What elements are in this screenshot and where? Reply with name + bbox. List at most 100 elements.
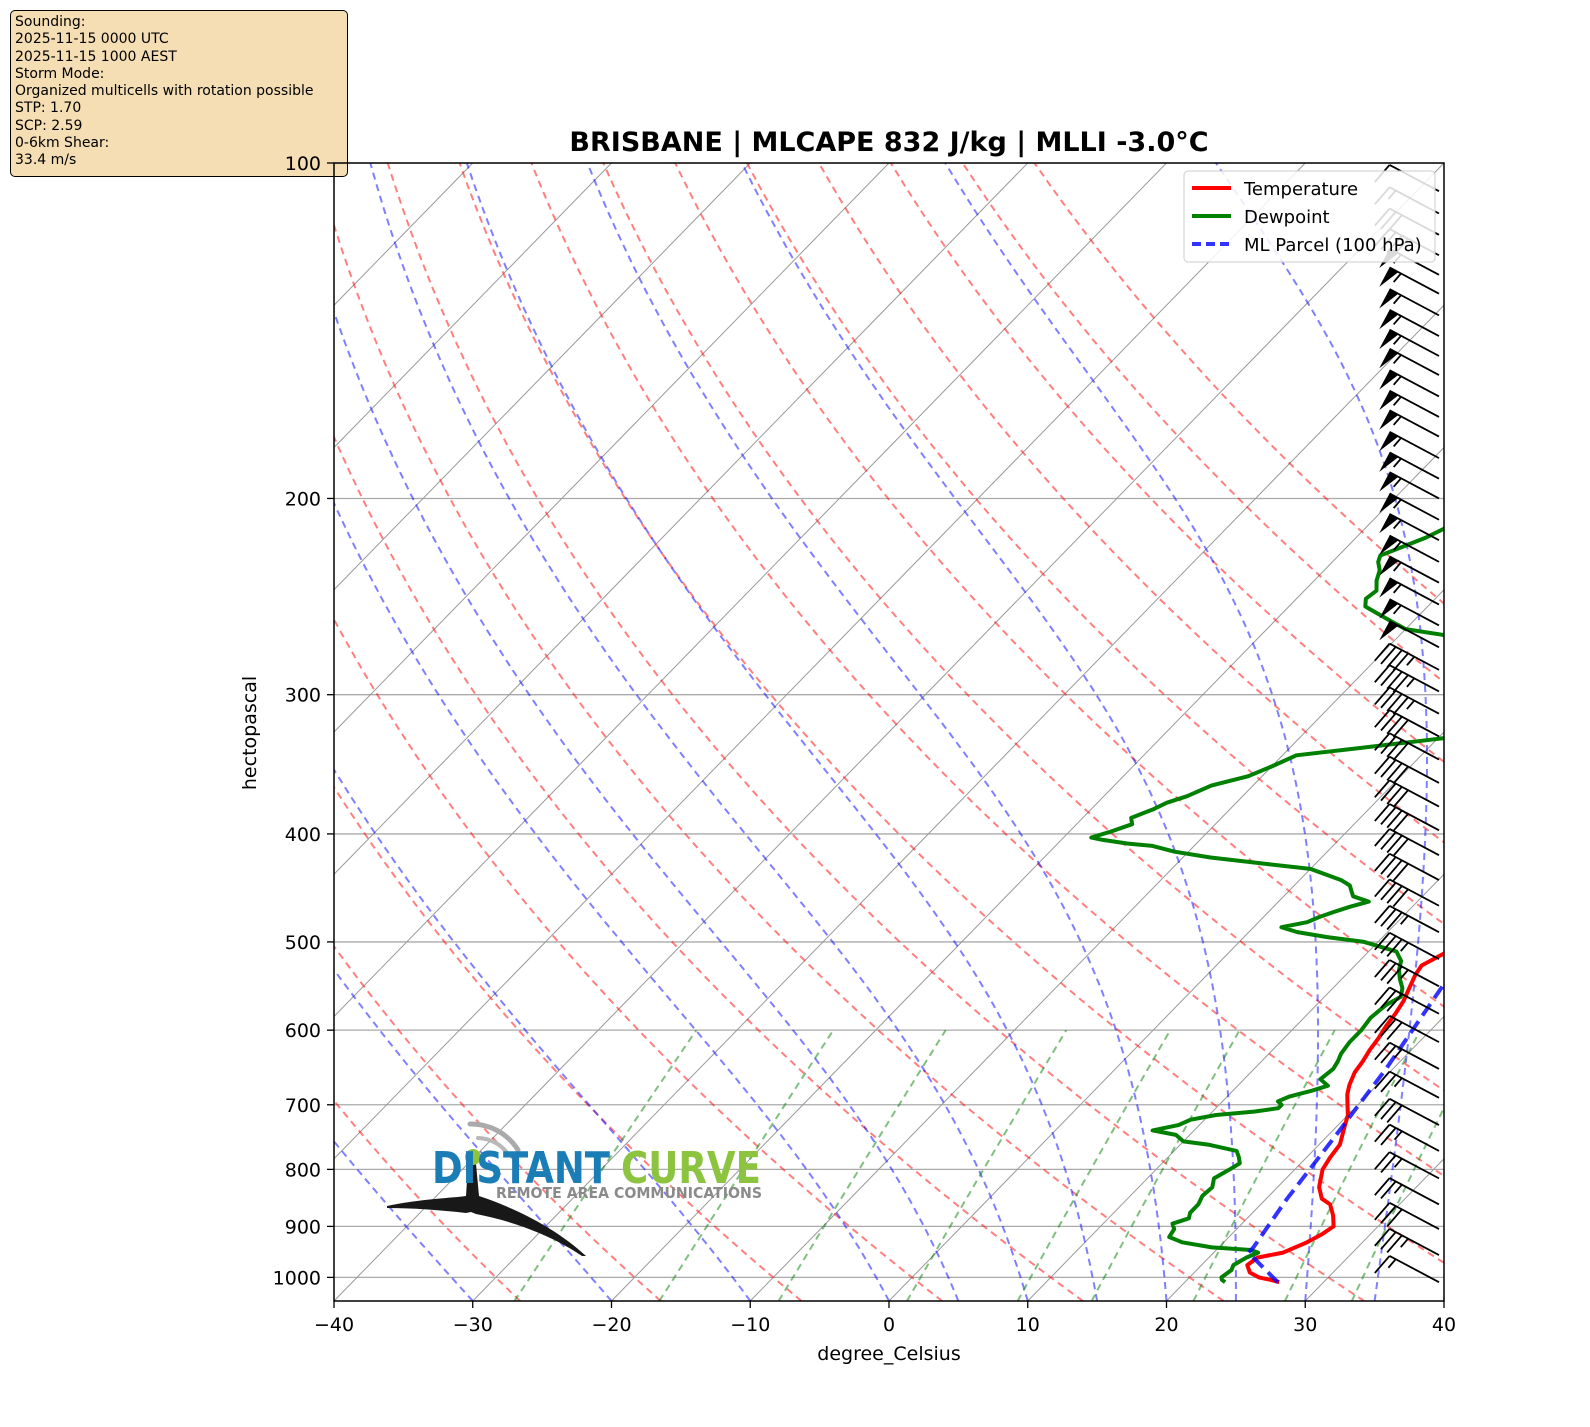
isotherm-line <box>472 304 1444 1301</box>
wind-barb-staff <box>1389 513 1440 541</box>
wind-barb-flag <box>1386 1021 1403 1041</box>
wind-barb <box>1374 779 1440 808</box>
moist-adiabat-line <box>465 163 1099 1301</box>
wind-barb-flag <box>1386 693 1403 712</box>
wind-barb-pennant <box>1379 599 1399 619</box>
wind-barb-halfflag <box>1392 396 1402 406</box>
wind-barb-flag <box>1374 642 1391 662</box>
y-tick-label: 600 <box>285 1020 321 1042</box>
wind-barb-staff <box>1389 1255 1440 1283</box>
wind-barb-staff <box>1389 389 1440 418</box>
wind-barb-halfflag <box>1392 335 1402 345</box>
legend-label-temperature: Temperature <box>1243 179 1358 200</box>
mixing-ratio-line <box>1016 1029 1172 1301</box>
wind-barb-flag <box>1392 813 1409 832</box>
wind-barb-halfflag <box>1392 354 1402 365</box>
wind-barb <box>1374 755 1440 785</box>
wind-barb <box>1379 598 1440 627</box>
x-tick-label: −20 <box>591 1314 631 1336</box>
wind-barb-flag <box>1380 908 1397 927</box>
mixing-ratio-line <box>1090 1029 1241 1301</box>
wind-barb-flag <box>1374 664 1391 683</box>
wind-barb-pennant <box>1379 556 1399 576</box>
wind-barb <box>1379 555 1440 584</box>
wind-barb-flag <box>1380 1045 1397 1064</box>
wind-barb-halfflag <box>1392 437 1402 448</box>
wind-barb-flag <box>1380 1101 1397 1120</box>
wind-barb-flag <box>1374 1070 1391 1090</box>
wind-barb-halfflag <box>1393 1184 1403 1194</box>
wind-barb-flag <box>1392 838 1409 857</box>
info-line: 0-6km Shear: <box>15 135 110 152</box>
wind-barb-staff <box>1389 905 1440 933</box>
wind-barb <box>1379 534 1440 563</box>
wind-barb <box>1374 803 1440 832</box>
wind-barb <box>1374 905 1440 933</box>
wind-barb-staff <box>1389 779 1440 808</box>
wind-barb <box>1374 1097 1440 1126</box>
wind-barb <box>1379 266 1440 295</box>
ml-parcel-profile <box>1246 980 1444 1284</box>
wind-barb-flag <box>1380 735 1397 755</box>
wind-barb <box>1379 369 1440 398</box>
wind-barb-halfflag <box>1393 1077 1403 1088</box>
dry-adiabat-line <box>334 221 1225 1301</box>
x-tick-label: 40 <box>1432 1314 1456 1336</box>
wind-barb <box>1379 471 1440 500</box>
dry-adiabat-line <box>674 163 1444 1008</box>
wind-barb-pennant <box>1379 390 1399 411</box>
moist-adiabat-line <box>334 309 960 1301</box>
wind-barb-flag <box>1386 762 1403 781</box>
wind-barb-flag <box>1386 993 1403 1012</box>
legend-label-dewpoint: Dewpoint <box>1244 207 1330 228</box>
wind-barb-pennant <box>1379 578 1399 598</box>
wind-barb <box>1379 451 1440 480</box>
x-tick-label: 30 <box>1293 1314 1317 1336</box>
wind-barb-halfflag <box>1392 415 1402 426</box>
wind-barb-halfflag <box>1393 1048 1403 1059</box>
temperature-profile <box>1245 951 1444 1285</box>
y-tick-label: 1000 <box>273 1267 321 1289</box>
info-line: STP: 1.70 <box>15 100 82 117</box>
wind-barb-staff <box>1389 986 1440 1015</box>
wind-barb-halfflag <box>1400 1238 1409 1248</box>
wind-barb-flag <box>1380 882 1397 901</box>
chart-title: BRISBANE | MLCAPE 832 J/kg | MLLI -3.0°C <box>569 127 1208 158</box>
wind-barb-flag <box>1374 779 1391 798</box>
wind-barb-pennant <box>1379 620 1399 641</box>
wind-barb-halfflag <box>1387 1258 1397 1269</box>
isotherm-line <box>1304 1158 1444 1301</box>
axes: −40 −30 −20 −10 0 10 20 30 40 100 200 300 400 500 600 7… <box>273 153 1456 1336</box>
moist-adiabat-line <box>586 163 1168 1301</box>
wind-barb-halfflag <box>1406 656 1415 666</box>
wind-barb-staff <box>1389 852 1440 881</box>
wind-barb <box>1374 1070 1440 1099</box>
moist-adiabat-line <box>369 163 1029 1301</box>
wind-barb-flag <box>1374 756 1391 775</box>
mixing-ratio-line <box>513 1029 698 1301</box>
moist-adiabat-line <box>334 967 613 1301</box>
wind-barb <box>1374 1151 1440 1180</box>
isotherm-line <box>1027 873 1444 1301</box>
wind-barb-flag <box>1374 853 1391 872</box>
wind-barb-flag <box>1386 965 1403 985</box>
isotherm-line <box>334 163 1167 1018</box>
wind-barb-halfflag <box>1393 1130 1403 1141</box>
wind-barb-flag <box>1386 1104 1403 1124</box>
wind-barb <box>1374 1177 1440 1206</box>
wind-barb-staff <box>1389 828 1440 857</box>
sounding-info-box: Sounding: 2025-11-15 0000 UTC 2025-11-15… <box>10 10 348 177</box>
wind-barb <box>1374 732 1440 761</box>
wind-barb-staff <box>1389 577 1440 606</box>
wind-barb-flag <box>1392 742 1409 761</box>
wind-barb-flag <box>1374 932 1391 951</box>
legend: Temperature Dewpoint ML Parcel (100 hPa) <box>1183 170 1436 263</box>
info-line: 33.4 m/s <box>15 152 77 169</box>
wind-barb-flag <box>1374 732 1391 751</box>
wind-barb-halfflag <box>1400 915 1409 925</box>
wind-barb-halfflag <box>1392 583 1402 594</box>
wind-barb-staff <box>1389 1015 1440 1043</box>
wind-barb-flag <box>1374 1177 1391 1196</box>
dry-adiabat-line <box>334 944 662 1301</box>
wind-barb-flag <box>1374 959 1391 978</box>
